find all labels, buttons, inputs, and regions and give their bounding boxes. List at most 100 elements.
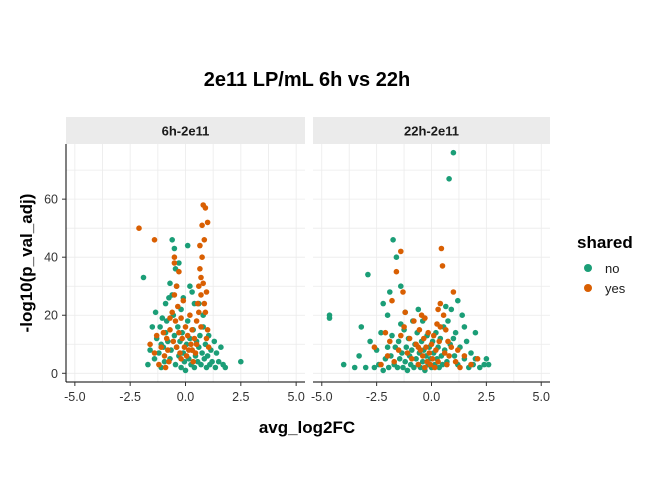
data-point-no	[393, 254, 400, 260]
data-point-yes	[426, 350, 433, 356]
data-point-no	[171, 245, 178, 252]
data-point-yes	[191, 335, 198, 342]
data-point-yes	[439, 263, 446, 269]
data-point-yes	[422, 315, 428, 321]
data-point-yes	[201, 300, 208, 307]
data-point-no	[448, 306, 455, 313]
data-point-yes	[415, 361, 422, 368]
data-point-no	[199, 350, 205, 356]
data-point-no	[149, 324, 156, 330]
data-point-no	[394, 364, 401, 371]
data-point-yes	[445, 338, 451, 345]
data-point-no	[477, 364, 483, 371]
data-point-no	[378, 329, 384, 336]
data-point-no	[390, 237, 396, 243]
facet-strip-label: 6h-2e11	[162, 124, 210, 139]
data-point-yes	[428, 341, 435, 348]
data-point-yes	[147, 341, 153, 348]
data-point-yes	[167, 327, 173, 333]
data-point-yes	[461, 353, 468, 359]
data-point-no	[396, 356, 403, 362]
data-point-no	[212, 364, 219, 371]
data-point-yes	[161, 353, 168, 359]
data-point-yes	[194, 300, 201, 307]
data-point-yes	[437, 300, 444, 307]
data-point-yes	[433, 347, 439, 353]
data-point-yes	[204, 219, 211, 226]
data-point-no	[169, 237, 175, 243]
data-point-yes	[170, 338, 177, 345]
data-point-no	[459, 312, 466, 319]
data-point-yes	[450, 289, 457, 295]
data-point-no	[452, 329, 459, 336]
data-point-yes	[204, 327, 211, 333]
data-point-no	[198, 361, 204, 368]
data-point-yes	[406, 335, 413, 342]
data-point-no	[162, 300, 169, 307]
data-point-yes	[171, 292, 178, 298]
data-point-yes	[468, 361, 474, 368]
data-point-no	[446, 176, 452, 182]
data-point-no	[387, 289, 393, 295]
data-point-no	[450, 335, 457, 342]
data-point-yes	[163, 335, 170, 342]
data-point-yes	[435, 306, 441, 313]
data-point-yes	[203, 289, 210, 295]
data-point-no	[384, 344, 391, 351]
data-point-yes	[189, 327, 195, 333]
data-point-yes	[400, 289, 406, 295]
legend-label-no: no	[605, 261, 619, 276]
data-point-yes	[393, 268, 400, 275]
data-point-no	[385, 364, 392, 371]
data-point-no	[413, 356, 419, 362]
data-point-no	[145, 361, 151, 368]
data-point-no	[411, 364, 417, 371]
x-tick-label: -2.5	[119, 390, 141, 404]
data-point-yes	[378, 361, 384, 368]
data-point-yes	[167, 315, 173, 321]
data-point-yes	[437, 324, 444, 330]
data-point-no	[140, 274, 147, 281]
data-point-no	[340, 361, 347, 368]
data-point-yes	[430, 332, 437, 339]
data-point-yes	[198, 274, 204, 281]
data-point-yes	[151, 237, 158, 243]
data-point-yes	[187, 312, 193, 319]
data-point-no	[326, 315, 333, 321]
x-tick-label: 0.0	[177, 390, 194, 404]
data-point-no	[356, 353, 362, 359]
data-point-yes	[432, 364, 438, 371]
data-point-no	[403, 344, 410, 351]
data-point-yes	[443, 327, 449, 333]
data-point-yes	[188, 341, 194, 348]
facet-strip-bg	[66, 117, 305, 144]
data-point-yes	[474, 356, 481, 362]
data-point-yes	[202, 309, 209, 316]
data-point-no	[419, 358, 426, 365]
data-point-no	[172, 361, 179, 368]
data-point-yes	[176, 329, 182, 336]
y-axis-title: -log10(p_val_adj)	[17, 194, 36, 333]
data-point-yes	[181, 344, 188, 351]
legend: shared no yes	[577, 233, 633, 296]
data-point-no	[404, 367, 411, 374]
data-point-yes	[196, 309, 202, 316]
x-tick-label: 5.0	[533, 390, 550, 404]
data-point-no	[402, 358, 409, 365]
data-point-yes	[382, 329, 389, 336]
data-point-yes	[182, 324, 189, 330]
data-point-yes	[203, 335, 210, 342]
data-point-yes	[436, 338, 443, 345]
data-point-no	[380, 300, 387, 307]
data-point-no	[358, 324, 365, 330]
data-point-yes	[172, 318, 179, 324]
data-point-yes	[415, 344, 422, 351]
data-point-yes	[193, 341, 200, 348]
data-point-yes	[136, 225, 142, 231]
y-tick-label: 60	[44, 193, 58, 207]
data-point-no	[151, 356, 158, 362]
data-point-yes	[199, 222, 205, 229]
data-point-no	[211, 338, 218, 345]
data-point-yes	[178, 315, 184, 321]
x-tick-label: 5.0	[287, 390, 304, 404]
